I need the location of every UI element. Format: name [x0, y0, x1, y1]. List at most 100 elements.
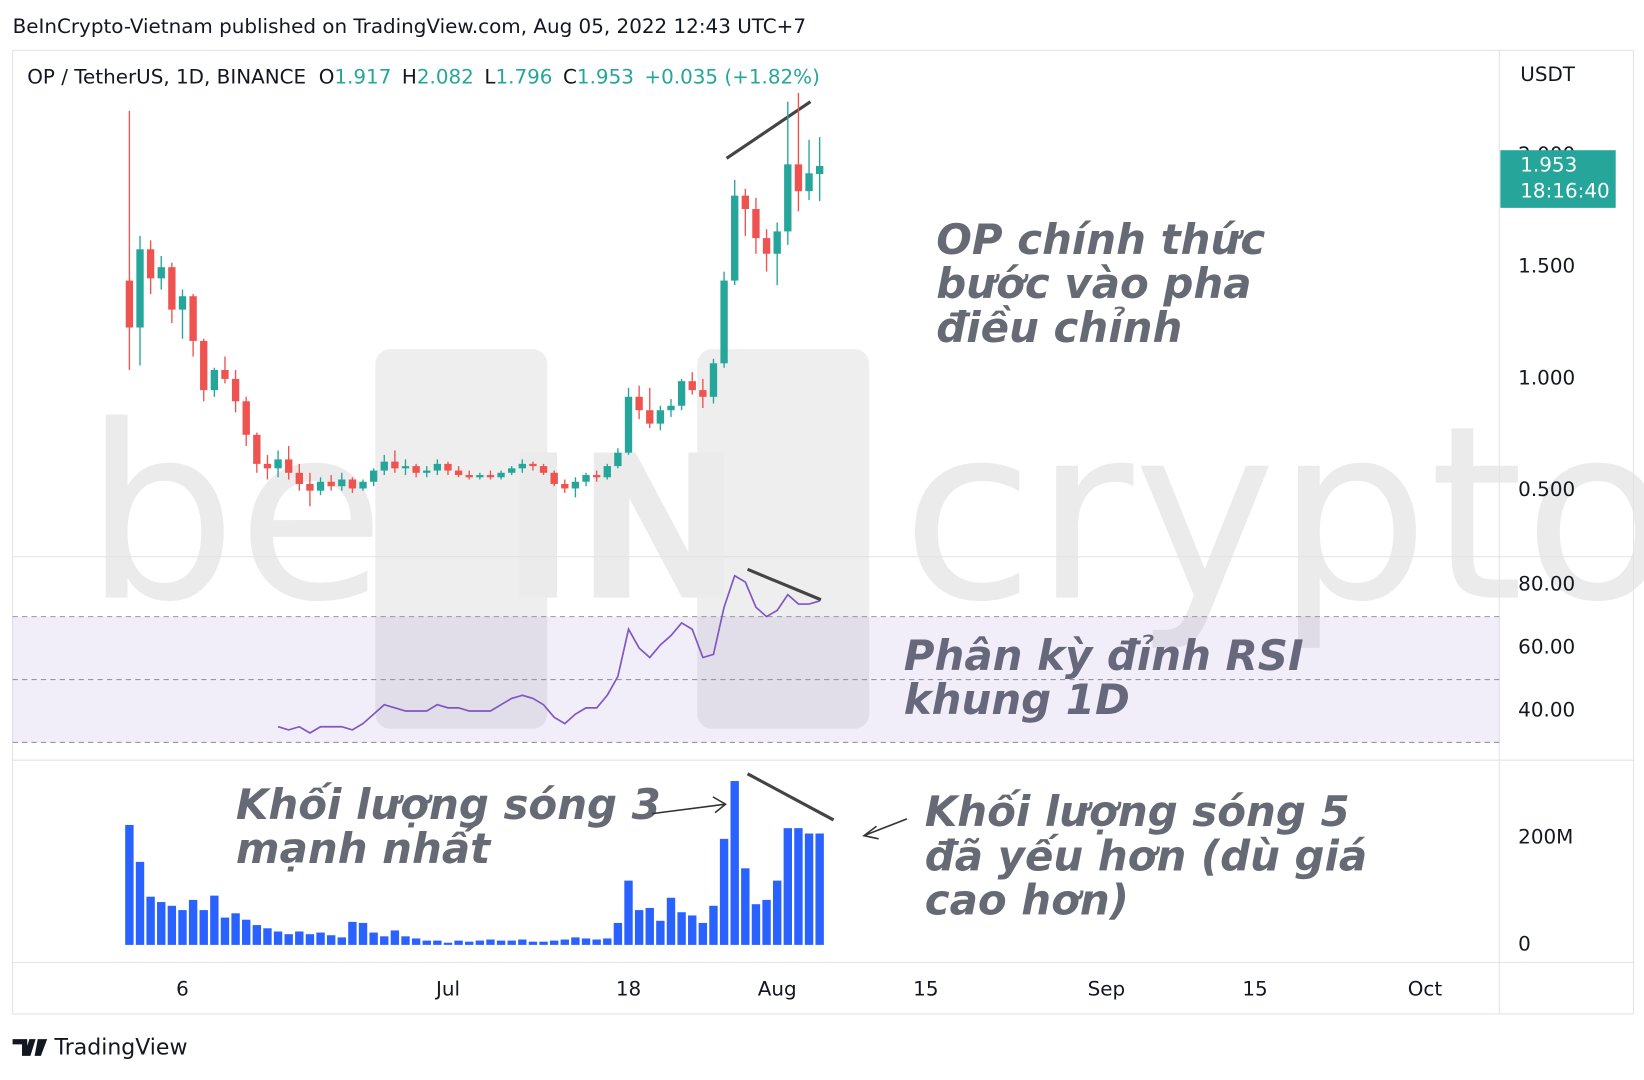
arrow: [862, 818, 908, 840]
candle-body: [200, 340, 208, 391]
candle-body: [731, 195, 739, 281]
trend-line: [746, 772, 835, 822]
volume-bar: [549, 940, 559, 945]
volume-bar: [348, 921, 357, 945]
volume-bar: [762, 899, 771, 945]
candle-body: [168, 267, 176, 310]
candle-body: [720, 280, 728, 364]
candle-body: [146, 249, 155, 279]
ohlc-value: 2.082: [417, 65, 474, 88]
ohlc-value: 1.917: [334, 65, 391, 88]
annotation: cao hơn): [925, 875, 1129, 924]
ohlc-label: C: [563, 65, 577, 88]
volume-bar: [135, 861, 145, 945]
volume-bar: [380, 936, 389, 945]
volume-bar: [242, 919, 251, 945]
logo: [12, 1039, 48, 1056]
volume-bar: [794, 828, 803, 945]
candle-body: [592, 475, 601, 478]
volume-bar: [295, 931, 304, 945]
volume-bar: [741, 868, 750, 945]
annotation: điều chỉnh: [936, 303, 1182, 352]
candle-body: [656, 410, 665, 424]
volume-bar: [220, 917, 230, 945]
watermark-box: [697, 349, 870, 729]
volume-bar: [528, 941, 538, 945]
volume-bar: [592, 939, 601, 945]
candle-body: [253, 434, 261, 464]
y-tick-label: 0.500: [1518, 478, 1575, 501]
candle-body: [359, 481, 367, 489]
candle-body: [624, 396, 633, 453]
volume-bar: [443, 942, 453, 945]
volume-bar: [772, 880, 782, 945]
watermark-text: crypto: [902, 374, 1644, 655]
candle-body: [550, 472, 558, 484]
candle-body: [263, 463, 272, 469]
candle-body: [762, 238, 771, 254]
volume-bar: [496, 940, 506, 945]
countdown: 18:16:40: [1520, 180, 1609, 203]
volume-bar: [730, 781, 739, 945]
candle-body: [295, 472, 303, 484]
candle-body: [433, 463, 442, 471]
candle-body: [805, 173, 813, 192]
volume-bar: [411, 938, 421, 945]
price-label-box: [1500, 150, 1616, 208]
volume-bar: [751, 904, 761, 945]
volume-bar: [783, 828, 792, 945]
candle-body: [369, 470, 378, 482]
x-tick-label: 15: [913, 977, 938, 1000]
volume-bar: [486, 939, 495, 945]
volume-bar: [666, 897, 676, 945]
candle-body: [189, 296, 197, 341]
ohlc-value: 1.953: [577, 65, 634, 88]
ohlc-label: O: [319, 65, 335, 88]
volume-bar: [422, 940, 431, 945]
annotation: khung 1D: [904, 675, 1130, 724]
candles: [125, 92, 824, 507]
volume-bar: [454, 940, 463, 945]
legend: OP / TetherUS, 1D, BINANCE O1.917 H2.082…: [27, 65, 820, 88]
candle-body: [688, 381, 696, 391]
ohlc-label: H: [402, 65, 417, 88]
price-label: 1.953: [1520, 153, 1577, 176]
candle-body: [348, 479, 357, 489]
y-tick-label: 60.00: [1518, 636, 1575, 659]
x-tick-label: Oct: [1408, 977, 1443, 1000]
change: +0.035 (+1.82%): [644, 65, 819, 88]
volume-bar: [326, 935, 336, 945]
volume-bar: [475, 940, 485, 945]
x-tick-label: Sep: [1088, 977, 1126, 1000]
volume-bar: [465, 941, 474, 945]
annotation: Khối lượng sóng 5: [925, 787, 1350, 836]
volume-bar: [231, 913, 240, 945]
candle-body: [380, 461, 388, 471]
candle-body: [316, 481, 325, 491]
volume-bar: [199, 910, 208, 945]
x-tick-label: 15: [1242, 977, 1267, 1000]
volume-bar: [603, 938, 612, 945]
ohlc-label: L: [484, 65, 495, 88]
candle-body: [125, 280, 134, 328]
volume-bar: [369, 932, 378, 945]
volume-bar: [560, 939, 569, 945]
volume-bar: [571, 937, 580, 945]
candle-body: [773, 231, 781, 254]
candle-body: [646, 410, 654, 424]
volume-bar: [709, 905, 718, 945]
candle-body: [221, 369, 229, 379]
volume-bar: [401, 936, 410, 945]
volume-bar: [539, 941, 548, 945]
volume-bar: [507, 940, 516, 945]
volume-bar: [316, 932, 325, 945]
trend-line: [746, 567, 822, 602]
annotation: mạnh nhất: [236, 824, 492, 873]
candle-body: [338, 479, 346, 487]
y-tick-label: 80.00: [1518, 573, 1575, 596]
volume-bar: [581, 938, 591, 945]
candle-body: [561, 483, 569, 489]
volume-bar: [157, 902, 166, 945]
header: BeInCrypto-Vietnam published on TradingV…: [13, 15, 806, 38]
